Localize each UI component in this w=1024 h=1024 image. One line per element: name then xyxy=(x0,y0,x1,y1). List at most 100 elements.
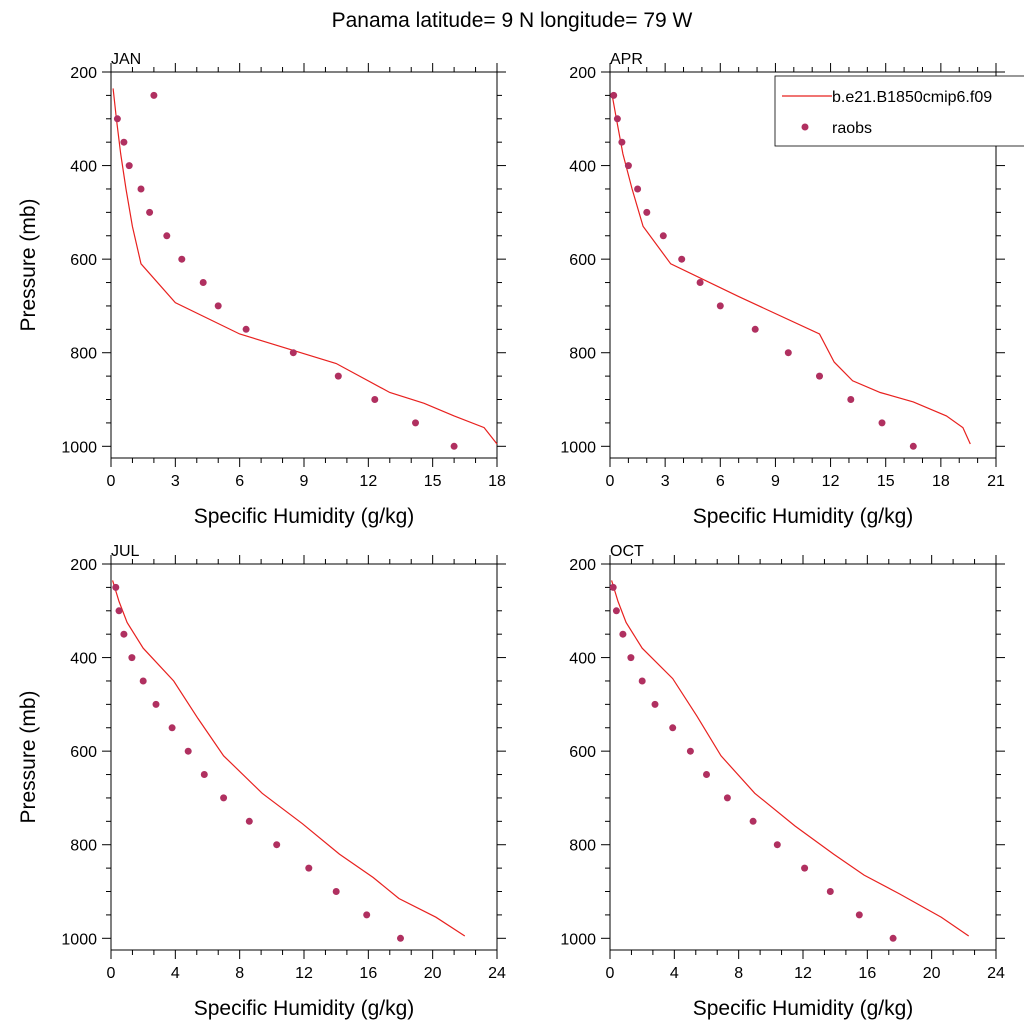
y-tick-label: 800 xyxy=(569,346,596,363)
plot-frame xyxy=(609,71,997,459)
raobs-point xyxy=(696,279,704,286)
y-tick-label: 600 xyxy=(569,744,596,761)
x-tick-label: 4 xyxy=(171,965,180,982)
raobs-point xyxy=(128,654,136,662)
x-tick-label: 6 xyxy=(716,473,725,490)
y-tick-label: 200 xyxy=(70,557,97,574)
raobs-point xyxy=(168,724,176,732)
raobs-point xyxy=(199,279,207,286)
raobs-point xyxy=(716,302,724,310)
x-axis-label: Specific Humidity (g/kg) xyxy=(693,505,914,528)
raobs-point xyxy=(634,185,642,193)
raobs-point xyxy=(618,138,626,146)
raobs-point xyxy=(686,747,694,755)
y-tick-label: 800 xyxy=(569,838,596,855)
x-tick-label: 15 xyxy=(877,473,895,490)
raobs-point xyxy=(773,841,781,849)
figure-title: Panama latitude= 9 N longitude= 79 W xyxy=(332,9,693,32)
raobs-point xyxy=(214,302,222,310)
raobs-point xyxy=(113,115,121,123)
raobs-point xyxy=(703,771,710,778)
raobs-point xyxy=(220,794,228,802)
y-tick-label: 600 xyxy=(70,744,97,761)
x-tick-label: 9 xyxy=(300,473,309,490)
x-axis-label: Specific Humidity (g/kg) xyxy=(194,997,415,1020)
raobs-point xyxy=(289,349,297,357)
model-line xyxy=(112,88,498,445)
y-tick-label: 200 xyxy=(569,557,596,574)
raobs-point xyxy=(120,138,128,146)
raobs-point xyxy=(115,607,123,615)
panel-label: APR xyxy=(610,51,643,68)
raobs-point xyxy=(619,630,627,638)
raobs-point xyxy=(784,349,792,357)
x-tick-label: 12 xyxy=(359,473,377,490)
x-tick-label: 20 xyxy=(424,965,442,982)
panel-label: JAN xyxy=(111,51,141,68)
raobs-point xyxy=(184,747,192,755)
x-tick-label: 4 xyxy=(670,965,679,982)
raobs-point xyxy=(878,419,886,427)
raobs-point xyxy=(847,396,855,403)
x-tick-label: 3 xyxy=(661,473,670,490)
raobs-point xyxy=(146,208,154,216)
y-tick-label: 200 xyxy=(569,65,596,82)
panel-apr: APR 200 400 600 800 1000 0 3 6 9 12 15 18 21 Specific … xyxy=(560,51,1005,528)
x-tick-label: 3 xyxy=(171,473,180,490)
plot-frame xyxy=(609,563,997,951)
panel-oct: OCT 200 400 600 800 1000 0 4 8 12 16 20 24 Specific H… xyxy=(560,543,1005,1020)
panel-label: JUL xyxy=(111,543,140,560)
raobs-point xyxy=(613,115,621,123)
x-tick-label: 9 xyxy=(771,473,780,490)
raobs-point xyxy=(751,325,759,333)
raobs-point xyxy=(669,724,677,732)
legend-box xyxy=(774,75,1024,147)
raobs-point xyxy=(643,208,651,216)
raobs-point xyxy=(150,91,158,99)
y-tick-label: 1000 xyxy=(61,439,97,456)
x-tick-label: 8 xyxy=(235,965,244,982)
x-tick-label: 24 xyxy=(987,965,1005,982)
raobs-point xyxy=(826,888,834,895)
plot-frame xyxy=(110,71,498,459)
raobs-point xyxy=(363,911,371,919)
x-tick-label: 20 xyxy=(923,965,941,982)
y-tick-label: 200 xyxy=(70,65,97,82)
raobs-point xyxy=(723,794,731,802)
raobs-point xyxy=(137,185,145,193)
legend-obs-marker xyxy=(801,123,809,131)
panel-jul: JUL 200 400 600 800 1000 0 4 8 12 16 20 24 Specific H… xyxy=(17,543,506,1020)
x-tick-label: 24 xyxy=(488,965,506,982)
raobs-point xyxy=(139,677,147,685)
y-tick-label: 400 xyxy=(569,159,596,176)
x-tick-label: 0 xyxy=(606,473,615,490)
raobs-point xyxy=(627,654,635,662)
raobs-point xyxy=(610,91,618,99)
model-line xyxy=(112,580,466,937)
raobs-point xyxy=(651,700,659,708)
raobs-point xyxy=(163,232,171,240)
x-axis-label: Specific Humidity (g/kg) xyxy=(194,505,415,528)
raobs-point xyxy=(412,419,419,427)
x-tick-label: 18 xyxy=(932,473,950,490)
panel-jan: JAN 200 400 600 800 1000 0 3 6 9 12 15 18 Specific Hu… xyxy=(17,51,506,528)
x-tick-label: 12 xyxy=(822,473,840,490)
legend-model-label: b.e21.B1850cmip6.f09 xyxy=(832,89,992,106)
raobs-point xyxy=(678,255,686,263)
y-tick-label: 1000 xyxy=(61,931,97,948)
raobs-point xyxy=(245,817,253,825)
raobs-point xyxy=(909,442,917,450)
raobs-point xyxy=(612,607,620,615)
raobs-point xyxy=(332,888,340,895)
raobs-point xyxy=(816,372,823,380)
x-tick-label: 18 xyxy=(488,473,506,490)
y-tick-label: 800 xyxy=(70,346,97,363)
x-tick-label: 16 xyxy=(858,965,876,982)
y-tick-label: 600 xyxy=(569,252,596,269)
y-axis-label: Pressure (mb) xyxy=(17,690,40,823)
raobs-point xyxy=(371,396,379,403)
raobs-point xyxy=(125,162,133,170)
raobs-point xyxy=(609,583,617,591)
raobs-point xyxy=(178,255,186,263)
